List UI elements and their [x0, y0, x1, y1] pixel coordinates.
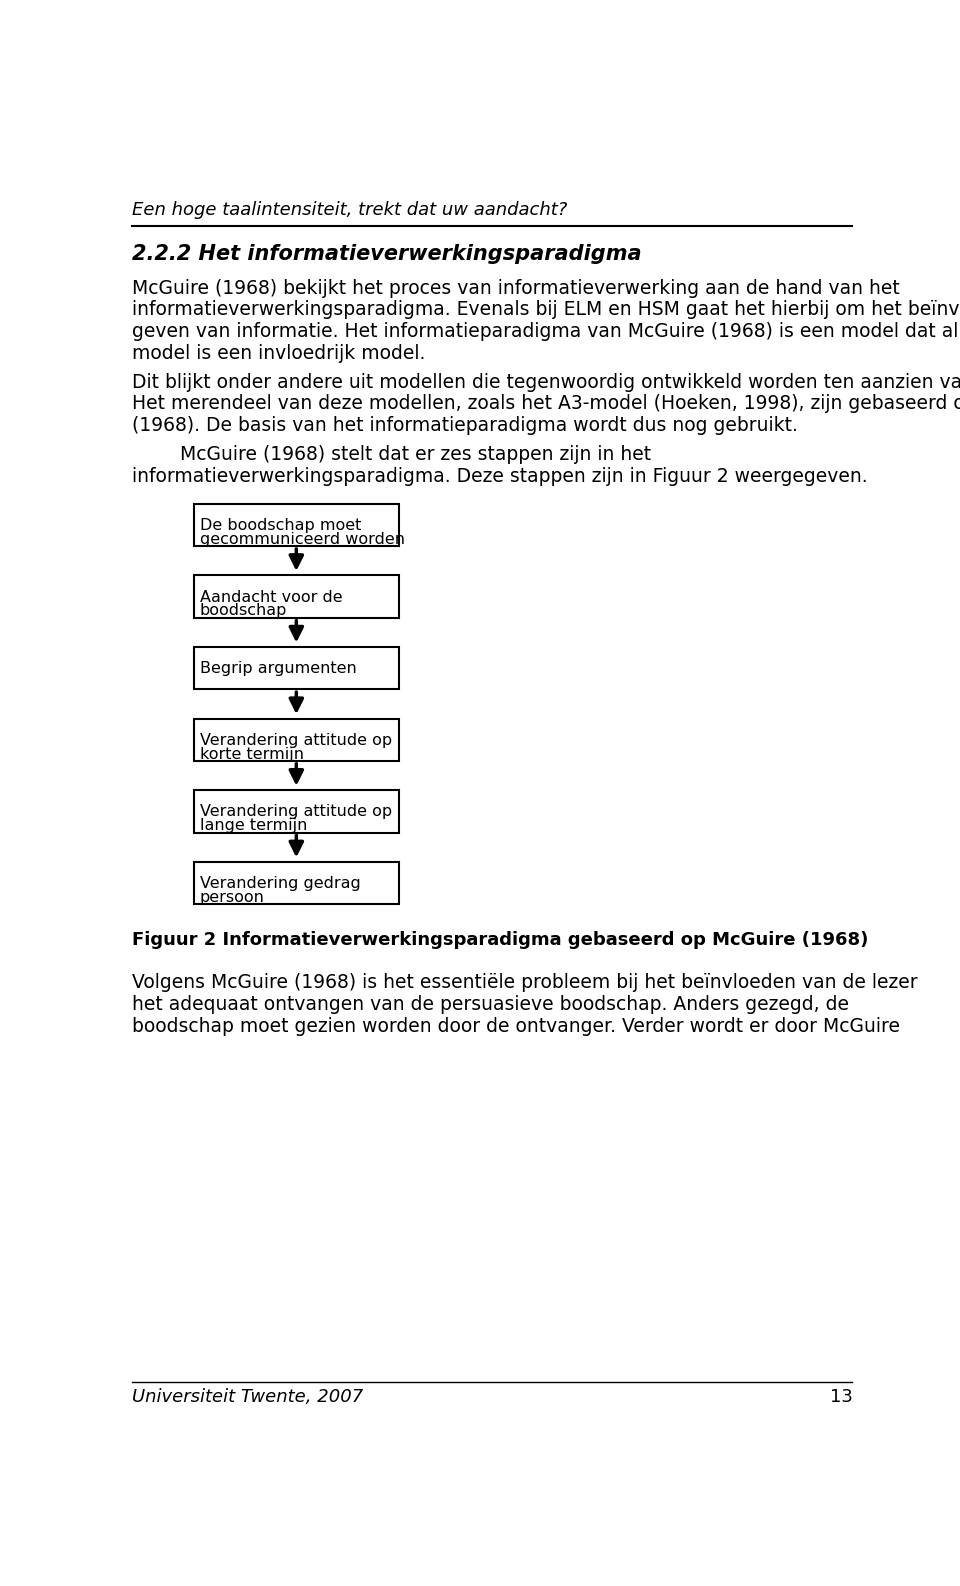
Bar — [194, 718, 399, 761]
Text: 13: 13 — [829, 1388, 852, 1405]
Text: boodschap moet gezien worden door de ontvanger. Verder wordt er door McGuire: boodschap moet gezien worden door de ont… — [132, 1017, 900, 1036]
Text: Figuur 2 Informatieverwerkingsparadigma gebaseerd op McGuire (1968): Figuur 2 Informatieverwerkingsparadigma … — [132, 931, 868, 948]
Text: informatieverwerkingsparadigma. Deze stappen zijn in Figuur 2 weergegeven.: informatieverwerkingsparadigma. Deze sta… — [132, 466, 867, 485]
Text: persoon: persoon — [200, 890, 265, 906]
Text: boodschap: boodschap — [200, 603, 287, 619]
Text: Een hoge taalintensiteit, trekt dat uw aandacht?: Een hoge taalintensiteit, trekt dat uw a… — [132, 201, 566, 219]
Text: korte termijn: korte termijn — [200, 747, 303, 761]
Bar — [194, 790, 399, 833]
Text: lange termijn: lange termijn — [200, 818, 307, 833]
Text: Verandering gedrag: Verandering gedrag — [200, 875, 361, 891]
Text: Het merendeel van deze modellen, zoals het A3-model (Hoeken, 1998), zijn gebasee: Het merendeel van deze modellen, zoals h… — [132, 395, 960, 414]
Text: Verandering attitude op: Verandering attitude op — [200, 804, 392, 820]
Text: (1968). De basis van het informatieparadigma wordt dus nog gebruikt.: (1968). De basis van het informatieparad… — [132, 416, 798, 435]
Text: Verandering attitude op: Verandering attitude op — [200, 733, 392, 747]
Text: 2.2.2 Het informatieverwerkingsparadigma: 2.2.2 Het informatieverwerkingsparadigma — [132, 244, 641, 265]
Text: het adequaat ontvangen van de persuasieve boodschap. Anders gezegd, de: het adequaat ontvangen van de persuasiev… — [132, 994, 849, 1013]
Bar — [194, 647, 399, 690]
Text: Dit blijkt onder andere uit modellen die tegenwoordig ontwikkeld worden ten aanz: Dit blijkt onder andere uit modellen die… — [132, 373, 960, 392]
Text: informatieverwerkingsparadigma. Evenals bij ELM en HSM gaat het hierbij om het b: informatieverwerkingsparadigma. Evenals … — [132, 300, 960, 319]
Text: gecommuniceerd worden: gecommuniceerd worden — [200, 531, 405, 547]
Text: Volgens McGuire (1968) is het essentiële probleem bij het beïnvloeden van de lez: Volgens McGuire (1968) is het essentiële… — [132, 974, 917, 993]
Text: Aandacht voor de: Aandacht voor de — [200, 590, 343, 604]
Text: McGuire (1968) bekijkt het proces van informatieverwerking aan de hand van het: McGuire (1968) bekijkt het proces van in… — [132, 279, 900, 298]
Text: geven van informatie. Het informatieparadigma van McGuire (1968) is een model da: geven van informatie. Het informatiepara… — [132, 322, 960, 341]
Text: McGuire (1968) stelt dat er zes stappen zijn in het: McGuire (1968) stelt dat er zes stappen … — [132, 446, 651, 465]
Text: Begrip argumenten: Begrip argumenten — [200, 661, 356, 676]
Text: model is een invloedrijk model.: model is een invloedrijk model. — [132, 344, 425, 363]
Bar — [194, 861, 399, 904]
Text: De boodschap moet: De boodschap moet — [200, 519, 361, 533]
Bar — [194, 576, 399, 617]
Text: Universiteit Twente, 2007: Universiteit Twente, 2007 — [132, 1388, 363, 1405]
Bar — [194, 504, 399, 546]
